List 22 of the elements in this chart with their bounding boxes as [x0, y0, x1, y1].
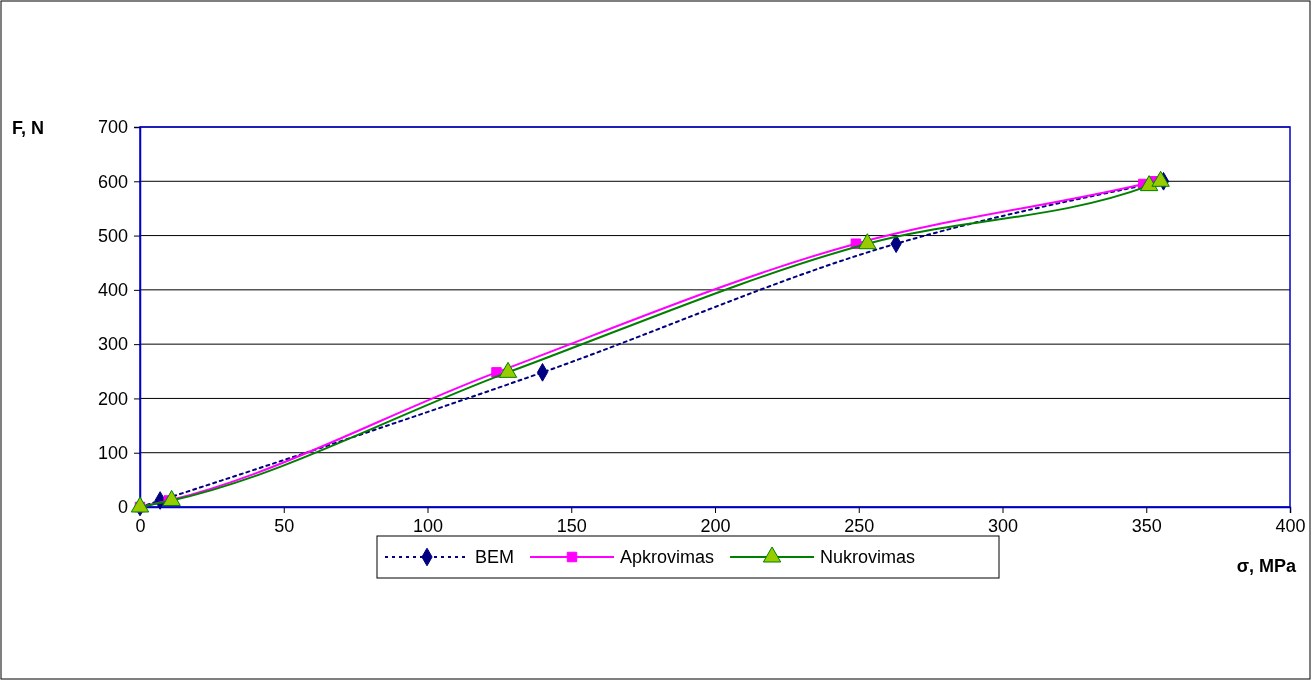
x-tick-label: 0: [135, 515, 146, 536]
x-tick-label: 50: [274, 515, 295, 536]
legend-label: Nukrovimas: [820, 547, 916, 567]
legend-label: BEM: [475, 547, 515, 567]
x-tick-label: 400: [1275, 515, 1306, 536]
x-tick-label: 250: [844, 515, 875, 536]
y-tick-label: 100: [97, 442, 128, 463]
y-tick-label: 300: [97, 334, 128, 355]
y-tick-label: 0: [117, 497, 128, 518]
x-tick-label: 200: [700, 515, 731, 536]
x-tick-label: 100: [412, 515, 444, 536]
y-tick-label: 200: [97, 388, 128, 409]
x-tick-label: 300: [987, 515, 1019, 536]
y-axis-title: F, N: [12, 118, 45, 138]
y-tick-label: 700: [97, 117, 128, 138]
x-axis-title: σ, MPa: [1236, 556, 1297, 576]
x-tick-label: 350: [1131, 515, 1162, 536]
y-tick-label: 500: [97, 225, 128, 246]
legend-label: Apkrovimas: [620, 547, 715, 567]
x-tick-label: 150: [556, 515, 587, 536]
y-tick-label: 600: [97, 171, 128, 192]
y-tick-label: 400: [97, 280, 128, 301]
